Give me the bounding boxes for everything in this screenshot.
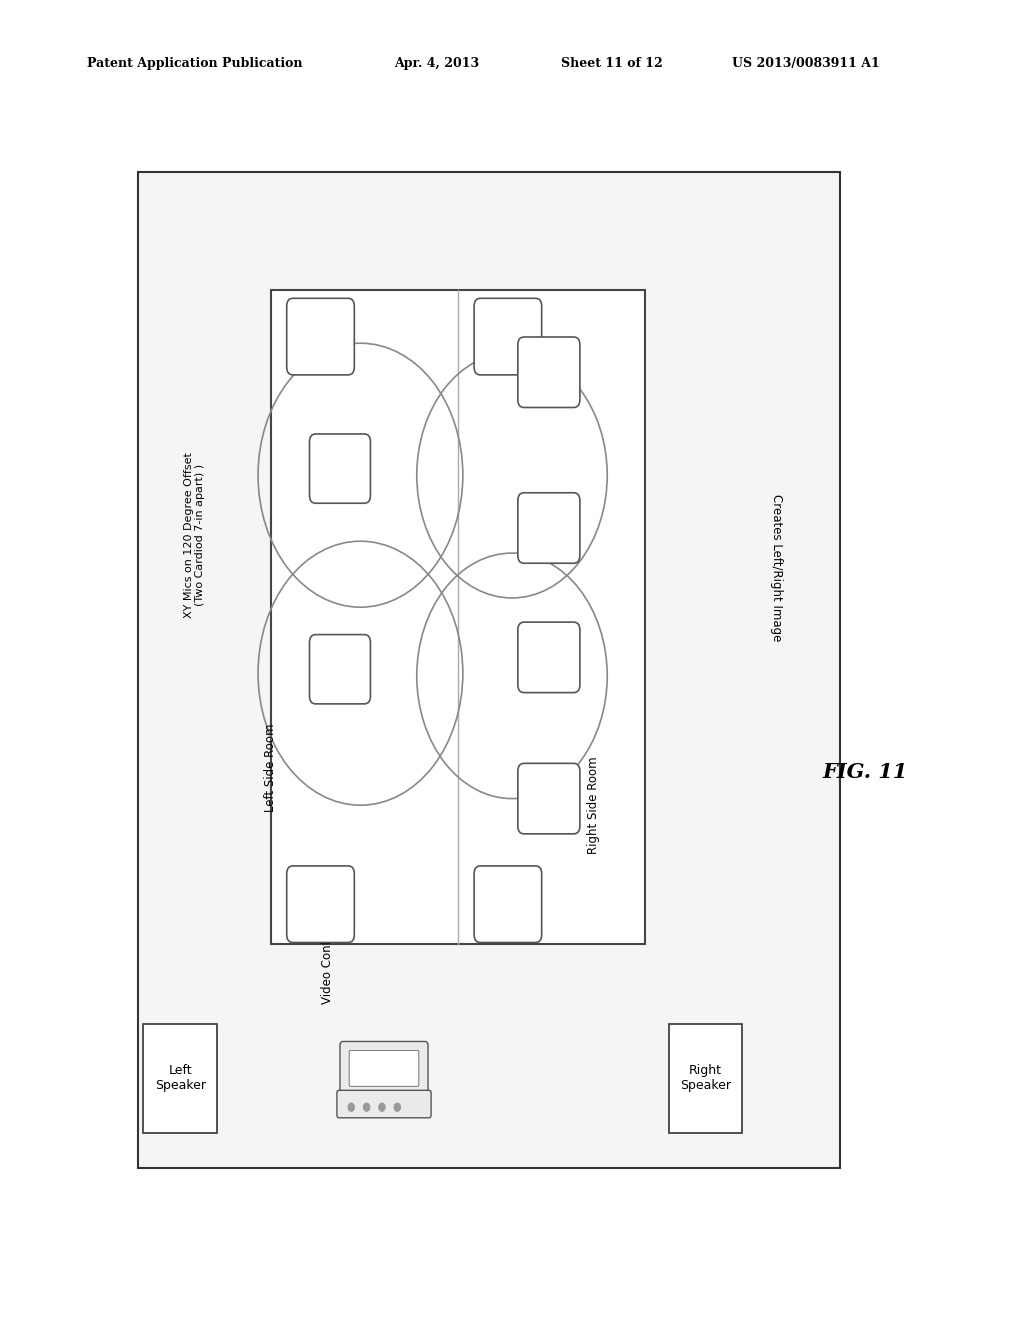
FancyBboxPatch shape: [340, 1041, 428, 1097]
Text: Creates Left/Right Image: Creates Left/Right Image: [770, 494, 782, 642]
Text: Right
Speaker: Right Speaker: [680, 1064, 731, 1093]
Bar: [138, 172, 840, 1168]
Text: Left Side Room: Left Side Room: [264, 723, 276, 813]
Text: Video Confer: Video Confer: [322, 928, 334, 1005]
FancyBboxPatch shape: [287, 298, 354, 375]
Text: US 2013/0083911 A1: US 2013/0083911 A1: [732, 57, 880, 70]
Circle shape: [379, 1104, 385, 1111]
FancyBboxPatch shape: [309, 635, 371, 704]
FancyBboxPatch shape: [518, 492, 580, 564]
Text: Patent Application Publication: Patent Application Publication: [87, 57, 302, 70]
Bar: [669, 1024, 742, 1133]
FancyBboxPatch shape: [349, 1051, 419, 1086]
Text: FIG. 11: FIG. 11: [822, 762, 908, 783]
Text: XY Mics on 120 Degree Offset
(Two Cardiod 7-in apart) ): XY Mics on 120 Degree Offset (Two Cardio…: [183, 451, 206, 618]
FancyBboxPatch shape: [518, 763, 580, 834]
Circle shape: [364, 1104, 370, 1111]
Text: Sheet 11 of 12: Sheet 11 of 12: [561, 57, 663, 70]
FancyBboxPatch shape: [518, 622, 580, 693]
FancyBboxPatch shape: [287, 866, 354, 942]
Bar: [271, 290, 645, 944]
FancyBboxPatch shape: [474, 298, 542, 375]
FancyBboxPatch shape: [337, 1090, 431, 1118]
FancyBboxPatch shape: [518, 337, 580, 408]
Circle shape: [348, 1104, 354, 1111]
FancyBboxPatch shape: [474, 866, 542, 942]
Text: Left
Speaker: Left Speaker: [155, 1064, 206, 1093]
Circle shape: [394, 1104, 400, 1111]
Text: Right Side Room: Right Side Room: [588, 756, 600, 854]
Bar: [143, 1024, 217, 1133]
FancyBboxPatch shape: [309, 434, 371, 503]
Text: Apr. 4, 2013: Apr. 4, 2013: [394, 57, 479, 70]
